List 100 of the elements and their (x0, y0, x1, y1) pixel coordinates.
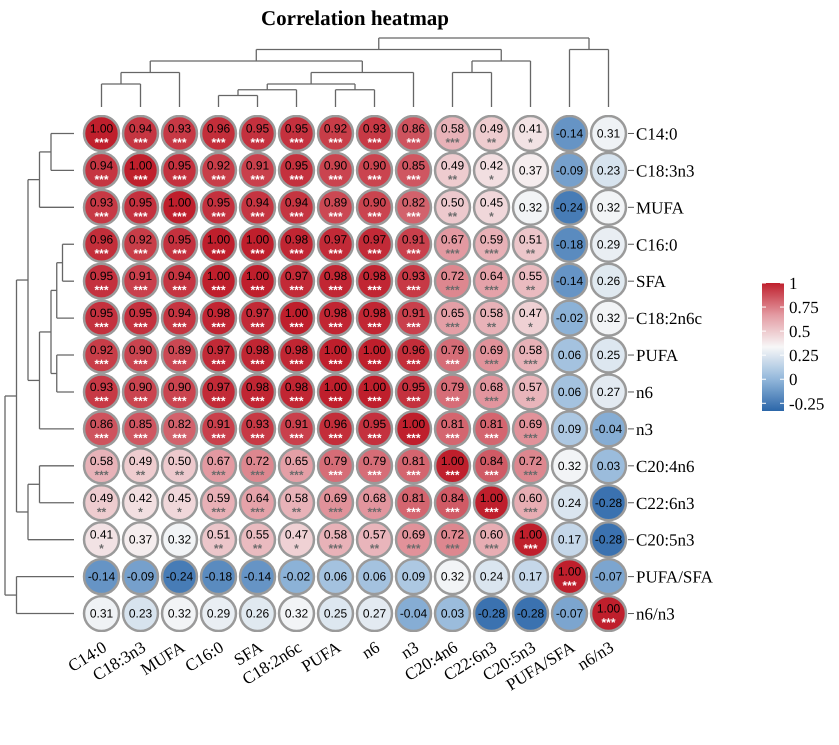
data-label: 0.93 *** (246, 416, 270, 445)
data-label: 0.97 *** (206, 343, 230, 372)
data-label: 0.42 * (128, 490, 152, 519)
y-tick-label: C18:2n6c (636, 309, 703, 328)
data-label: 0.98 *** (246, 343, 270, 372)
data-label: 1.00 *** (206, 232, 230, 260)
data-label: 0.97 *** (324, 232, 348, 260)
data-label: 0.86 *** (90, 416, 114, 445)
data-label: 0.37 (128, 532, 152, 547)
data-label: 0.86 *** (402, 121, 426, 150)
data-label: 0.45 * (168, 490, 192, 519)
data-label: 0.60 *** (480, 528, 504, 556)
data-label: -0.02 (556, 311, 584, 326)
color-bar-label: -0.25 (789, 394, 824, 414)
data-label: 0.49 ** (440, 158, 464, 186)
data-label: 0.58 *** (90, 454, 114, 482)
data-label: 0.95 *** (168, 232, 192, 260)
data-label: 0.03 (440, 606, 464, 621)
data-label: 0.94 *** (168, 306, 192, 334)
data-label: 0.27 (362, 606, 386, 621)
data-label: 0.17 (518, 570, 542, 584)
data-label: 0.64 *** (246, 490, 270, 519)
data-label: 0.25 (596, 348, 620, 362)
data-label: 0.09 (402, 570, 426, 584)
data-label: 0.90 *** (324, 158, 348, 186)
data-label: 1.00 *** (168, 195, 192, 224)
chart-title: Correlation heatmap (260, 6, 450, 31)
data-label: 0.72 *** (518, 454, 542, 482)
data-label: 0.98 *** (362, 269, 386, 298)
data-label: 0.58 *** (440, 121, 464, 150)
data-label: 0.95 *** (284, 121, 308, 150)
data-label: 0.94 *** (168, 269, 192, 298)
data-label: 0.95 *** (206, 195, 230, 224)
data-label: -0.24 (556, 200, 584, 214)
data-label: 0.32 (596, 311, 620, 326)
y-tick-label: C14:0 (636, 124, 678, 144)
data-label: 0.95 *** (402, 380, 426, 408)
data-label: 0.32 (440, 570, 464, 584)
data-label: 0.06 (558, 348, 582, 362)
y-tick-label: n6 (636, 383, 653, 402)
data-label: 0.92 *** (128, 232, 152, 260)
data-label: 0.95 *** (246, 121, 270, 150)
data-label: 0.90 *** (362, 195, 386, 224)
color-bar-label: 1 (789, 274, 798, 293)
data-label: 0.32 (284, 606, 308, 621)
data-label: 0.69 *** (480, 343, 504, 372)
data-label: 0.32 (596, 200, 620, 214)
data-label: 0.81 *** (440, 416, 464, 445)
data-label: 0.68 *** (480, 380, 504, 408)
data-label: 0.95 *** (90, 306, 114, 334)
data-label: 0.90 *** (362, 158, 386, 186)
data-label: -0.28 (516, 606, 544, 621)
data-label: 1.00 *** (440, 454, 464, 482)
data-label: 1.00 *** (558, 564, 582, 593)
data-label: 0.49 ** (90, 490, 114, 519)
data-label: 0.82 *** (402, 195, 426, 224)
data-label: 0.69 *** (402, 528, 426, 556)
data-label: 1.00 *** (518, 528, 542, 556)
data-label: 0.58 ** (480, 306, 504, 334)
data-label: 0.47 * (284, 528, 308, 556)
data-label: 0.65 *** (284, 454, 308, 482)
data-label: 0.42 * (480, 158, 504, 186)
y-tick-label: C18:3n3 (636, 161, 695, 180)
data-label: 1.00 *** (324, 380, 348, 408)
data-label: 0.67 *** (206, 454, 230, 482)
data-label: 0.97 *** (284, 269, 308, 298)
data-label: 0.95 *** (128, 306, 152, 334)
color-bar-label: 0.5 (789, 322, 810, 342)
data-label: 0.98 *** (206, 306, 230, 334)
data-label: 0.81 *** (402, 454, 426, 482)
data-label: -0.09 (126, 570, 154, 584)
data-label: 0.69 *** (324, 490, 348, 519)
data-label: -0.07 (556, 606, 584, 621)
data-label: 0.98 *** (284, 232, 308, 260)
data-label: 0.79 *** (362, 454, 386, 482)
data-label: 0.91 *** (284, 416, 308, 445)
data-label: -0.28 (594, 532, 622, 547)
data-label: 0.98 *** (324, 306, 348, 334)
data-label: 0.93 *** (362, 121, 386, 150)
data-label: 0.90 *** (128, 380, 152, 408)
data-label: 0.97 *** (206, 380, 230, 408)
data-label: -0.14 (88, 570, 116, 584)
data-label: 0.98 *** (284, 343, 308, 372)
y-tick-label: MUFA (636, 198, 685, 218)
color-bar-label: 0.25 (789, 346, 819, 366)
data-label: 0.79 *** (440, 380, 464, 408)
data-label: -0.18 (556, 237, 584, 252)
x-tick-label: n6/n3 (574, 638, 618, 674)
data-label: 0.91 *** (402, 306, 426, 334)
data-label: -0.28 (478, 606, 506, 621)
data-label: 1.00 *** (284, 306, 308, 334)
data-label: 0.94 *** (246, 195, 270, 224)
data-label: 0.84 *** (480, 454, 504, 482)
data-label: 0.97 *** (362, 232, 386, 260)
data-label: 0.94 *** (128, 121, 152, 150)
data-label: 0.59 *** (480, 232, 504, 260)
data-label: 0.32 (558, 458, 582, 473)
data-label: 0.85 *** (128, 416, 152, 445)
y-tick-label: C22:6n3 (636, 494, 695, 513)
data-label: 0.27 (596, 384, 620, 399)
